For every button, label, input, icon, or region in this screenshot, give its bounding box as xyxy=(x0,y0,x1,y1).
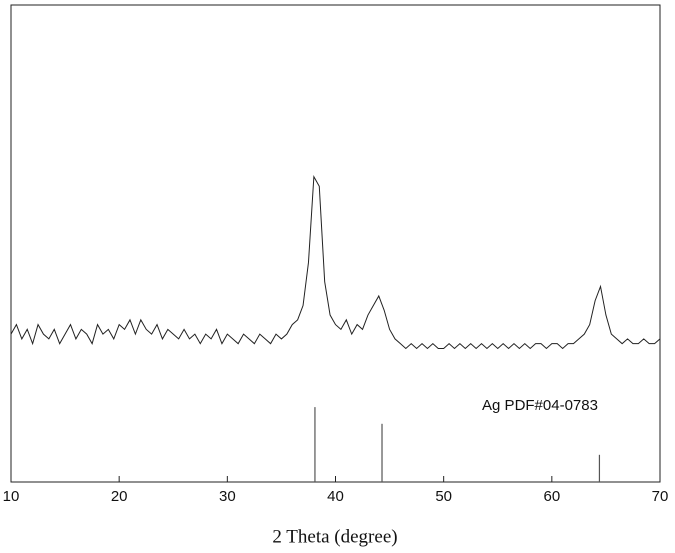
x-tick-label: 70 xyxy=(652,488,669,505)
x-tick-label: 10 xyxy=(3,488,20,505)
x-axis-title: 2 Theta (degree) xyxy=(272,526,397,547)
x-tick-label: 60 xyxy=(543,488,560,505)
x-tick-label: 30 xyxy=(219,488,236,505)
xrd-pattern xyxy=(10,175,661,350)
x-tick-label: 40 xyxy=(327,488,344,505)
x-tick-label: 50 xyxy=(435,488,452,505)
reference-label: Ag PDF#04-0783 xyxy=(482,397,598,414)
x-tick-label: 20 xyxy=(111,488,128,505)
